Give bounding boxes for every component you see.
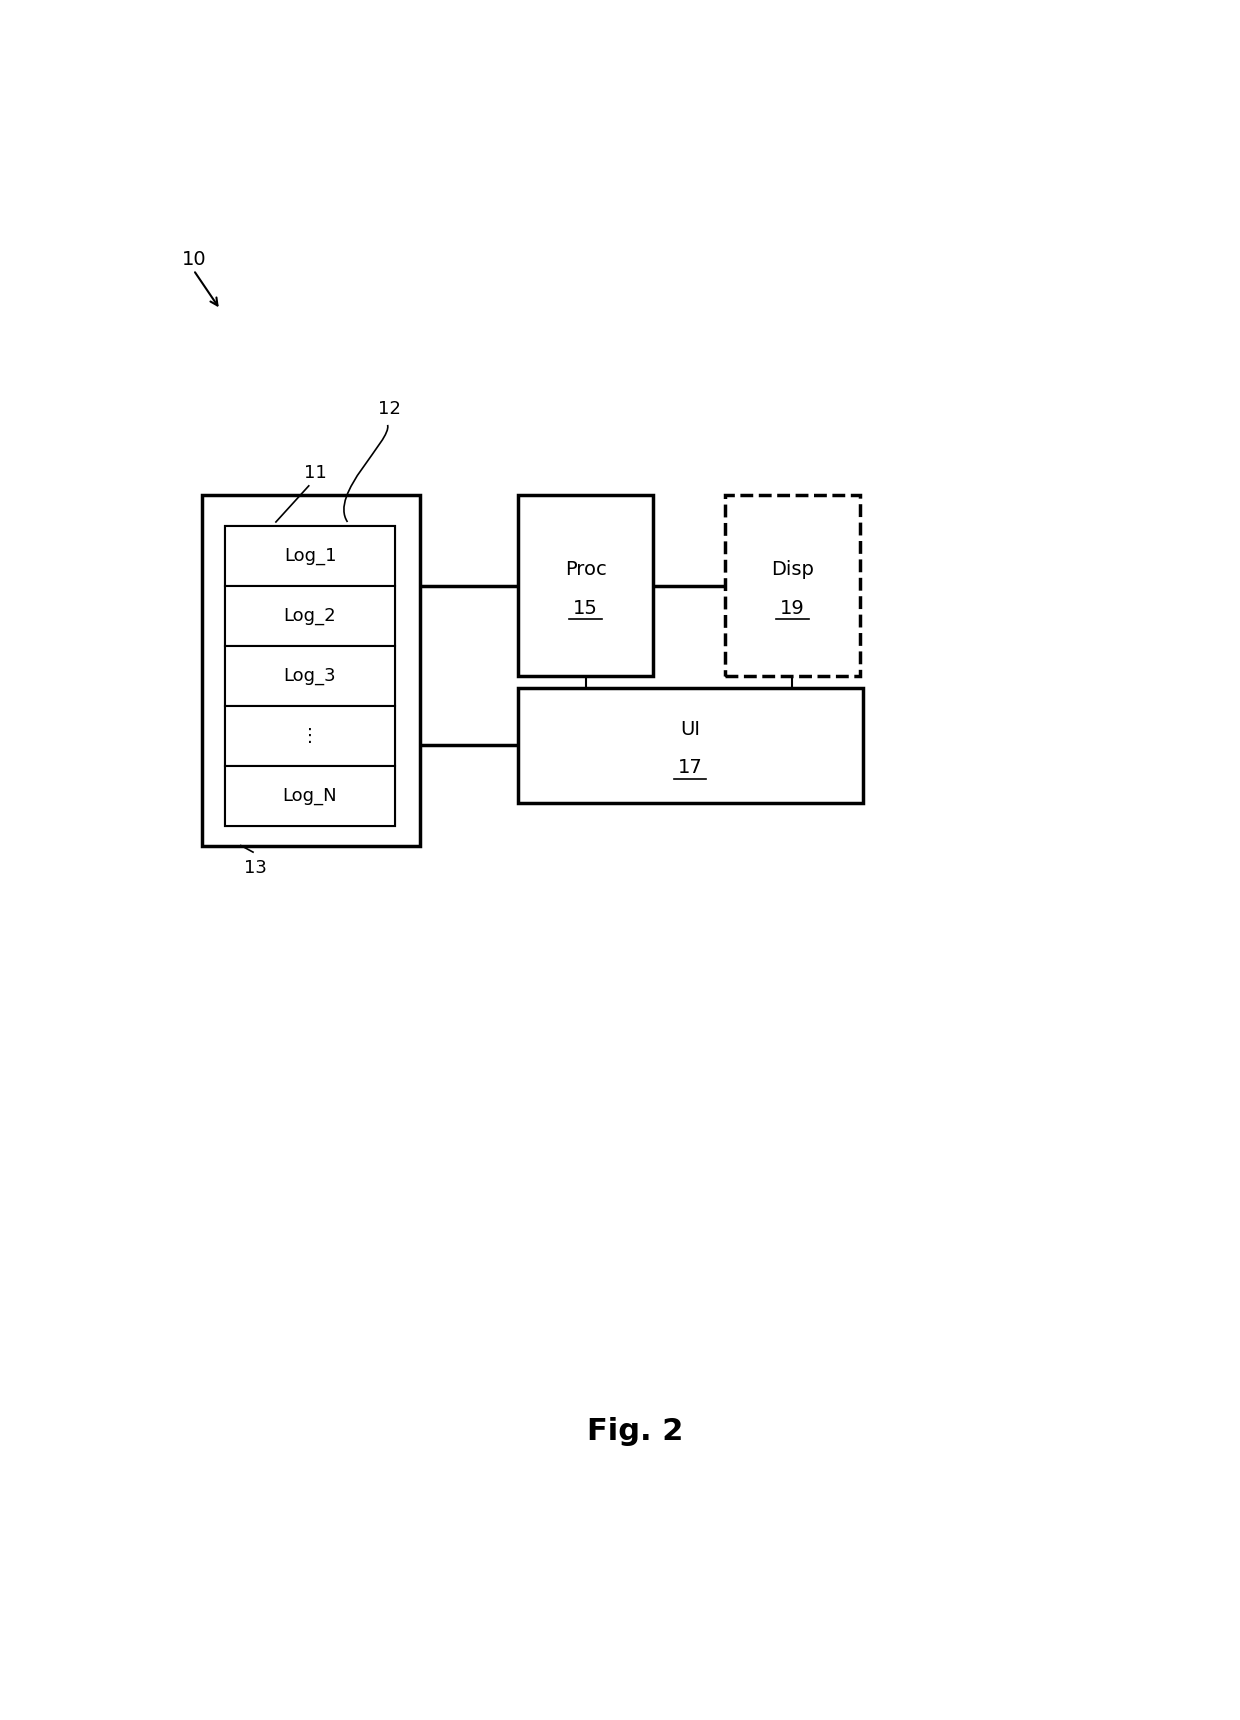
Bar bbox=[224, 526, 396, 826]
Text: 13: 13 bbox=[244, 858, 268, 877]
Text: UI: UI bbox=[680, 721, 701, 740]
Bar bbox=[201, 495, 420, 846]
Text: Log_3: Log_3 bbox=[284, 667, 336, 685]
Bar bbox=[518, 688, 863, 803]
Text: Log_2: Log_2 bbox=[284, 607, 336, 624]
Bar bbox=[224, 587, 396, 647]
Text: 19: 19 bbox=[780, 599, 805, 617]
Text: 15: 15 bbox=[573, 599, 598, 617]
Bar bbox=[724, 495, 861, 676]
Text: Fig. 2: Fig. 2 bbox=[588, 1417, 683, 1447]
Bar bbox=[224, 647, 396, 707]
Text: 10: 10 bbox=[182, 249, 207, 268]
Bar bbox=[224, 526, 396, 587]
Text: Proc: Proc bbox=[564, 561, 606, 580]
Bar bbox=[224, 765, 396, 826]
Text: 11: 11 bbox=[304, 464, 326, 482]
Text: 17: 17 bbox=[678, 759, 703, 777]
Text: ⋮: ⋮ bbox=[301, 728, 319, 745]
Text: 12: 12 bbox=[378, 401, 401, 418]
Bar bbox=[518, 495, 653, 676]
Text: Log_1: Log_1 bbox=[284, 547, 336, 564]
Text: Disp: Disp bbox=[771, 561, 813, 580]
Text: Log_N: Log_N bbox=[283, 788, 337, 805]
Bar bbox=[224, 707, 396, 765]
